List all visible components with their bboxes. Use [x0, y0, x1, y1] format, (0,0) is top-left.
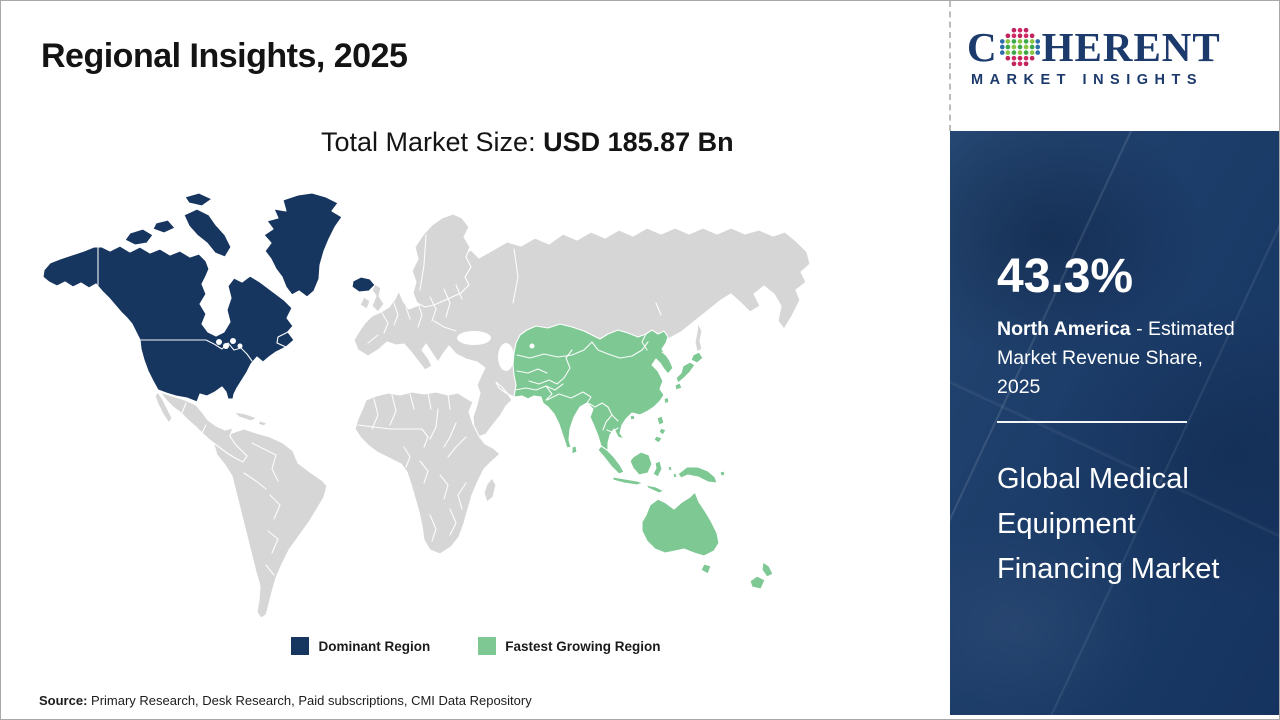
map-moluccas	[672, 472, 678, 479]
map-region-north-america	[42, 192, 376, 403]
map-philippines	[658, 427, 667, 436]
market-size-value: USD 185.87 Bn	[543, 127, 734, 157]
legend-label-fastest-growing: Fastest Growing Region	[505, 638, 661, 654]
map-taiwan	[663, 396, 670, 405]
map-arctic-island	[152, 219, 176, 234]
map-australia	[641, 491, 720, 557]
map-south-america	[213, 428, 328, 619]
map-iceland	[351, 276, 376, 293]
map-great-lake	[237, 343, 243, 349]
legend-label-dominant: Dominant Region	[318, 638, 431, 654]
map-new-guinea	[677, 466, 718, 484]
map-great-lake	[216, 339, 222, 345]
total-market-size: Total Market Size: USD 185.87 Bn	[321, 127, 734, 158]
revenue-share-description: North America - Estimated Market Revenue…	[997, 315, 1249, 402]
map-sulawesi	[652, 460, 663, 478]
map-scandinavia	[411, 213, 472, 308]
map-nz-north	[761, 561, 774, 578]
market-size-label: Total Market Size:	[321, 127, 544, 157]
map-baja	[154, 391, 173, 424]
map-great-lake	[230, 338, 236, 344]
map-legend: Dominant Region Fastest Growing Region	[1, 637, 951, 655]
revenue-share-text: - Estimated Market Revenue Share, 2025	[997, 318, 1235, 398]
map-uk	[371, 283, 385, 313]
brand-subtitle: MARKET INSIGHTS	[971, 72, 1204, 88]
map-lesser-sunda	[645, 484, 665, 494]
map-region-asia-pacific	[512, 323, 774, 590]
brand-letter-c: C	[967, 24, 998, 70]
brand-logo: C HERENT MARKET INSIGHTS	[967, 25, 1267, 88]
map-sri-lanka	[571, 445, 578, 455]
map-caspian-sea	[498, 343, 514, 371]
market-title: Global Medical Equipment Financing Marke…	[997, 463, 1220, 585]
map-baffin-island	[183, 208, 232, 258]
map-kyushu	[674, 382, 683, 391]
map-hainan	[629, 414, 636, 421]
map-cuba	[233, 411, 258, 422]
map-nz-south	[749, 575, 766, 590]
map-hokkaido	[690, 351, 704, 364]
map-inland-seas	[216, 302, 662, 371]
map-na-mainland	[42, 245, 294, 403]
map-great-lake	[223, 343, 229, 349]
highlight-panel: 43.3% North America - Estimated Market R…	[950, 131, 1279, 715]
map-black-sea	[457, 331, 491, 345]
source-label: Source:	[39, 693, 88, 708]
legend-item-fastest-growing: Fastest Growing Region	[478, 637, 661, 655]
map-sumatra	[597, 445, 625, 475]
source-note: Source: Primary Research, Desk Research,…	[39, 693, 532, 708]
map-tasmania	[700, 563, 712, 575]
legend-item-dominant: Dominant Region	[291, 637, 430, 655]
map-central-america	[159, 391, 248, 463]
globe-dots-icon	[999, 27, 1040, 67]
map-ellesmere-island	[184, 192, 213, 207]
map-asia-mainland	[512, 323, 674, 464]
brand-letters-rest: HERENT	[1041, 24, 1221, 70]
map-region-other-land	[154, 213, 811, 621]
map-newfoundland	[276, 331, 295, 348]
map-honshu	[675, 361, 696, 384]
legend-swatch-fastest-growing	[478, 637, 497, 655]
map-lake-baikal	[655, 302, 662, 316]
map-png-island	[719, 470, 726, 477]
map-philippines	[653, 435, 663, 444]
map-philippines	[656, 415, 665, 426]
page-title: Regional Insights, 2025	[41, 37, 408, 75]
map-greenland	[263, 192, 343, 298]
map-country-borders	[97, 234, 668, 576]
map-hispaniola	[257, 420, 268, 427]
brand-wordmark: C HERENT	[967, 25, 1267, 69]
map-madagascar	[483, 477, 497, 503]
panel-divider	[997, 421, 1187, 423]
map-ireland	[359, 296, 371, 310]
revenue-share-value: 43.3%	[997, 250, 1134, 303]
source-text: Primary Research, Desk Research, Paid su…	[87, 693, 532, 708]
map-borneo	[629, 451, 653, 476]
map-aral-sea	[529, 343, 535, 349]
map-sakhalin	[694, 322, 703, 353]
highlight-panel-content: 43.3% North America - Estimated Market R…	[950, 131, 1279, 715]
map-java	[612, 476, 644, 486]
world-map	[42, 192, 811, 621]
map-arctic-island	[124, 228, 154, 246]
legend-swatch-dominant	[291, 637, 310, 655]
dashed-separator	[949, 1, 951, 131]
revenue-share-region: North America	[997, 318, 1131, 340]
map-moluccas	[667, 465, 673, 472]
